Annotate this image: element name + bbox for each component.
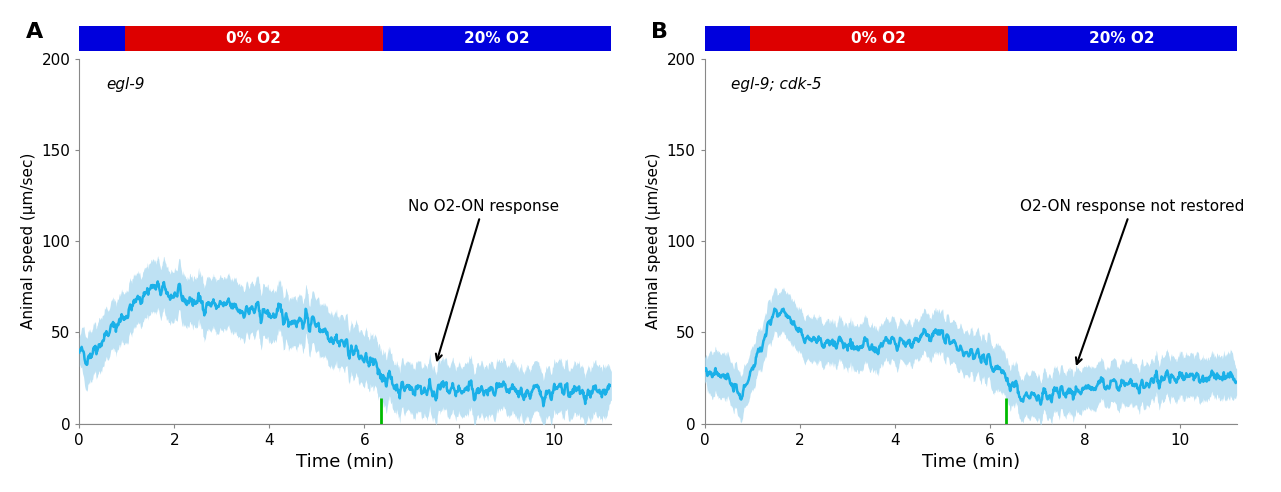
Text: egl-9; cdk-5: egl-9; cdk-5: [731, 77, 822, 92]
X-axis label: Time (min): Time (min): [296, 453, 395, 471]
FancyBboxPatch shape: [705, 26, 749, 52]
Y-axis label: Animal speed (μm/sec): Animal speed (μm/sec): [20, 153, 36, 329]
FancyBboxPatch shape: [124, 26, 383, 52]
FancyBboxPatch shape: [383, 26, 611, 52]
Y-axis label: Animal speed (μm/sec): Animal speed (μm/sec): [646, 153, 661, 329]
FancyBboxPatch shape: [1008, 26, 1236, 52]
Text: 20% O2: 20% O2: [1089, 31, 1155, 46]
Text: No O2-ON response: No O2-ON response: [407, 199, 559, 360]
Text: A: A: [26, 22, 44, 42]
Text: O2-ON response not restored: O2-ON response not restored: [1020, 199, 1244, 364]
Text: egl-9: egl-9: [106, 77, 145, 92]
X-axis label: Time (min): Time (min): [921, 453, 1020, 471]
Text: 20% O2: 20% O2: [464, 31, 530, 46]
Text: B: B: [651, 22, 669, 42]
Text: 0% O2: 0% O2: [852, 31, 906, 46]
FancyBboxPatch shape: [749, 26, 1008, 52]
FancyBboxPatch shape: [79, 26, 124, 52]
Text: 0% O2: 0% O2: [227, 31, 281, 46]
